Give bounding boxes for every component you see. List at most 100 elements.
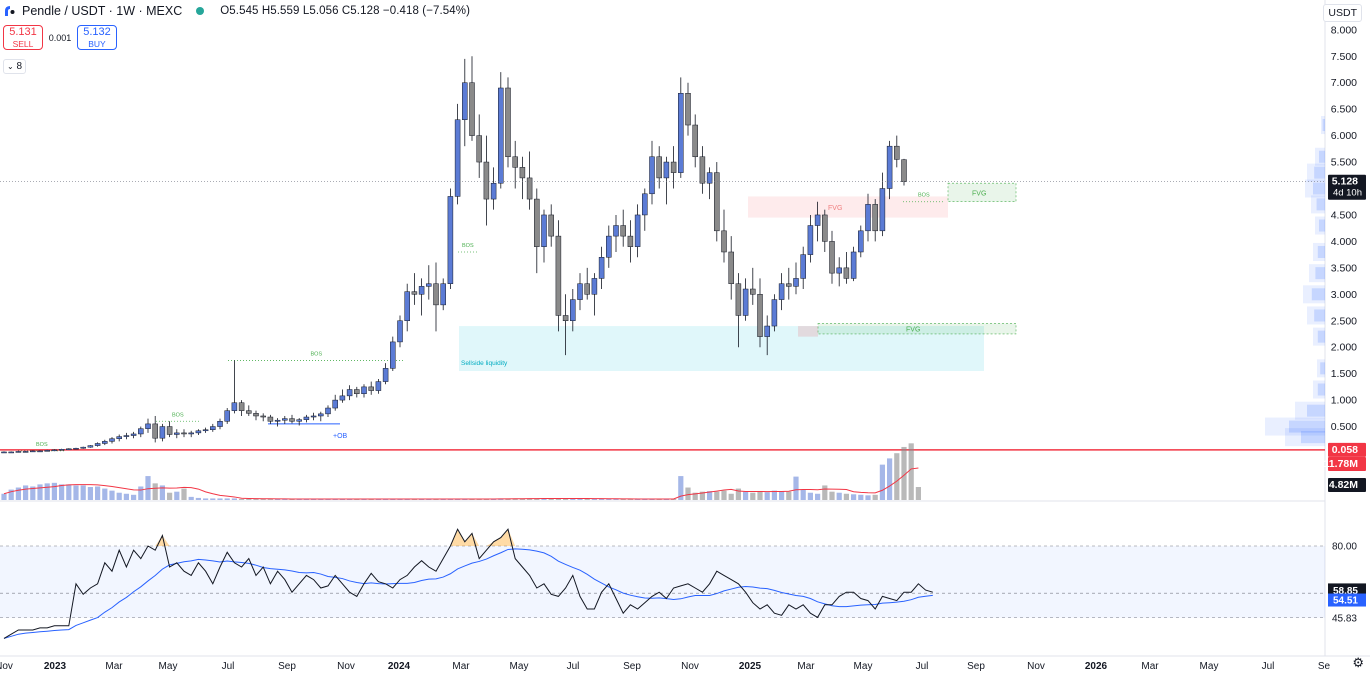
volume-bar xyxy=(829,491,835,500)
volume-value-label-bg xyxy=(1328,478,1366,492)
price-tick-label: 6.500 xyxy=(1331,104,1357,116)
volume-bar xyxy=(15,487,21,500)
candle-body xyxy=(728,251,734,284)
candle-body xyxy=(778,283,785,300)
candle-body xyxy=(858,230,864,253)
volume-bar xyxy=(59,484,65,500)
time-tick-label: Jul xyxy=(222,661,235,672)
volume-bar xyxy=(433,498,439,500)
volume-bar xyxy=(606,498,612,500)
settings-gear-icon[interactable]: ⚙ xyxy=(1352,655,1364,670)
fvg-bullish-zone xyxy=(947,182,1017,203)
volume-profile-core xyxy=(1314,166,1325,179)
time-tick-label: Nov xyxy=(337,661,355,672)
indicators-toggle[interactable]: ⌄ 8 xyxy=(3,59,26,74)
candle-body xyxy=(850,251,857,279)
candle-body xyxy=(735,283,742,316)
candle-body xyxy=(404,291,410,321)
volume-bar xyxy=(87,487,93,500)
candle-body xyxy=(764,325,770,337)
candle-body xyxy=(591,278,598,295)
sell-button[interactable]: 5.131 SELL xyxy=(3,25,43,50)
candle-body xyxy=(267,416,274,422)
candle-body xyxy=(195,430,202,434)
volume-bar xyxy=(109,490,115,500)
chevron-down-icon: ⌄ xyxy=(6,62,14,71)
volume-bar xyxy=(51,482,57,500)
candle-body xyxy=(296,419,302,422)
volume-bar xyxy=(347,498,353,500)
candle-body xyxy=(346,389,353,397)
candle-body xyxy=(282,418,288,421)
volume-bar xyxy=(167,492,173,500)
rsi-value-bg xyxy=(1328,583,1366,597)
candle-body xyxy=(670,161,677,173)
trade-panel: 5.131 SELL 0.001 5.132 BUY xyxy=(3,25,117,50)
volume-bar xyxy=(195,497,201,500)
buy-button[interactable]: 5.132 BUY xyxy=(77,25,117,50)
time-tick-label: Se xyxy=(1318,661,1331,672)
volume-bar xyxy=(440,498,446,500)
candle-body xyxy=(562,315,569,321)
candle-body xyxy=(721,230,727,253)
symbol-title[interactable]: Pendle / USDT · 1W · MEXC xyxy=(22,4,183,18)
rsi-tick-label: 80.00 xyxy=(1332,542,1357,553)
rsi-line xyxy=(3,528,933,639)
candle-body xyxy=(476,135,482,163)
candle-body xyxy=(807,225,814,255)
candle-body xyxy=(102,441,108,444)
last-price-label-bg xyxy=(1328,174,1366,200)
volume-bar xyxy=(678,476,684,500)
volume-profile-bar xyxy=(1321,116,1325,135)
volume-bar xyxy=(188,496,194,500)
bos-label: BOS xyxy=(172,412,184,418)
volume-bar xyxy=(303,498,309,500)
volume-profile-core xyxy=(1314,309,1325,322)
volume-bar xyxy=(275,498,281,500)
price-tick-label: 8.000 xyxy=(1331,24,1357,36)
candle-body xyxy=(152,423,158,439)
time-tick-label: Jul xyxy=(1262,661,1275,672)
volume-bar xyxy=(44,483,50,500)
volume-bar xyxy=(584,498,590,500)
candle-body xyxy=(879,188,886,232)
fvg-bearish-zone xyxy=(748,196,948,218)
currency-selector[interactable]: USDT xyxy=(1323,4,1362,22)
volume-bar xyxy=(282,498,288,500)
price-tick-label: 1.000 xyxy=(1331,395,1357,407)
volume-profile-bar xyxy=(1265,417,1325,436)
time-tick-label: May xyxy=(1200,661,1219,672)
candle-body xyxy=(274,419,281,422)
candle-body xyxy=(454,119,461,197)
volume-bar xyxy=(426,498,432,500)
volume-bar xyxy=(757,491,763,500)
volume-bar xyxy=(642,498,648,500)
volume-bar xyxy=(656,498,662,500)
indicators-count: 8 xyxy=(16,61,23,72)
candle-body xyxy=(325,407,331,415)
volume-profile-bar xyxy=(1285,428,1325,447)
candle-body xyxy=(822,214,828,242)
volume-bar xyxy=(728,493,734,500)
volume-bar xyxy=(793,476,799,500)
candle-body xyxy=(260,415,266,418)
volume-bar xyxy=(123,493,129,500)
candle-body xyxy=(843,267,850,279)
candle-body xyxy=(246,410,252,414)
volume-bar xyxy=(469,498,475,500)
candle-body xyxy=(116,436,122,439)
volume-profile-core xyxy=(1319,150,1325,163)
volume-bar xyxy=(671,498,677,500)
candle-body xyxy=(58,449,65,451)
volume-bar xyxy=(613,498,619,500)
volume-bar xyxy=(311,498,317,500)
candle-body xyxy=(814,214,821,226)
volume-profile-bar xyxy=(1303,285,1325,304)
candle-body xyxy=(490,182,497,200)
last-price-label-sub: 4d 10h xyxy=(1333,188,1362,199)
candle-body xyxy=(577,283,583,300)
time-tick-label: Sep xyxy=(623,661,641,672)
volume-profile-bar xyxy=(1309,264,1325,283)
ob-label: +OB xyxy=(333,433,348,440)
